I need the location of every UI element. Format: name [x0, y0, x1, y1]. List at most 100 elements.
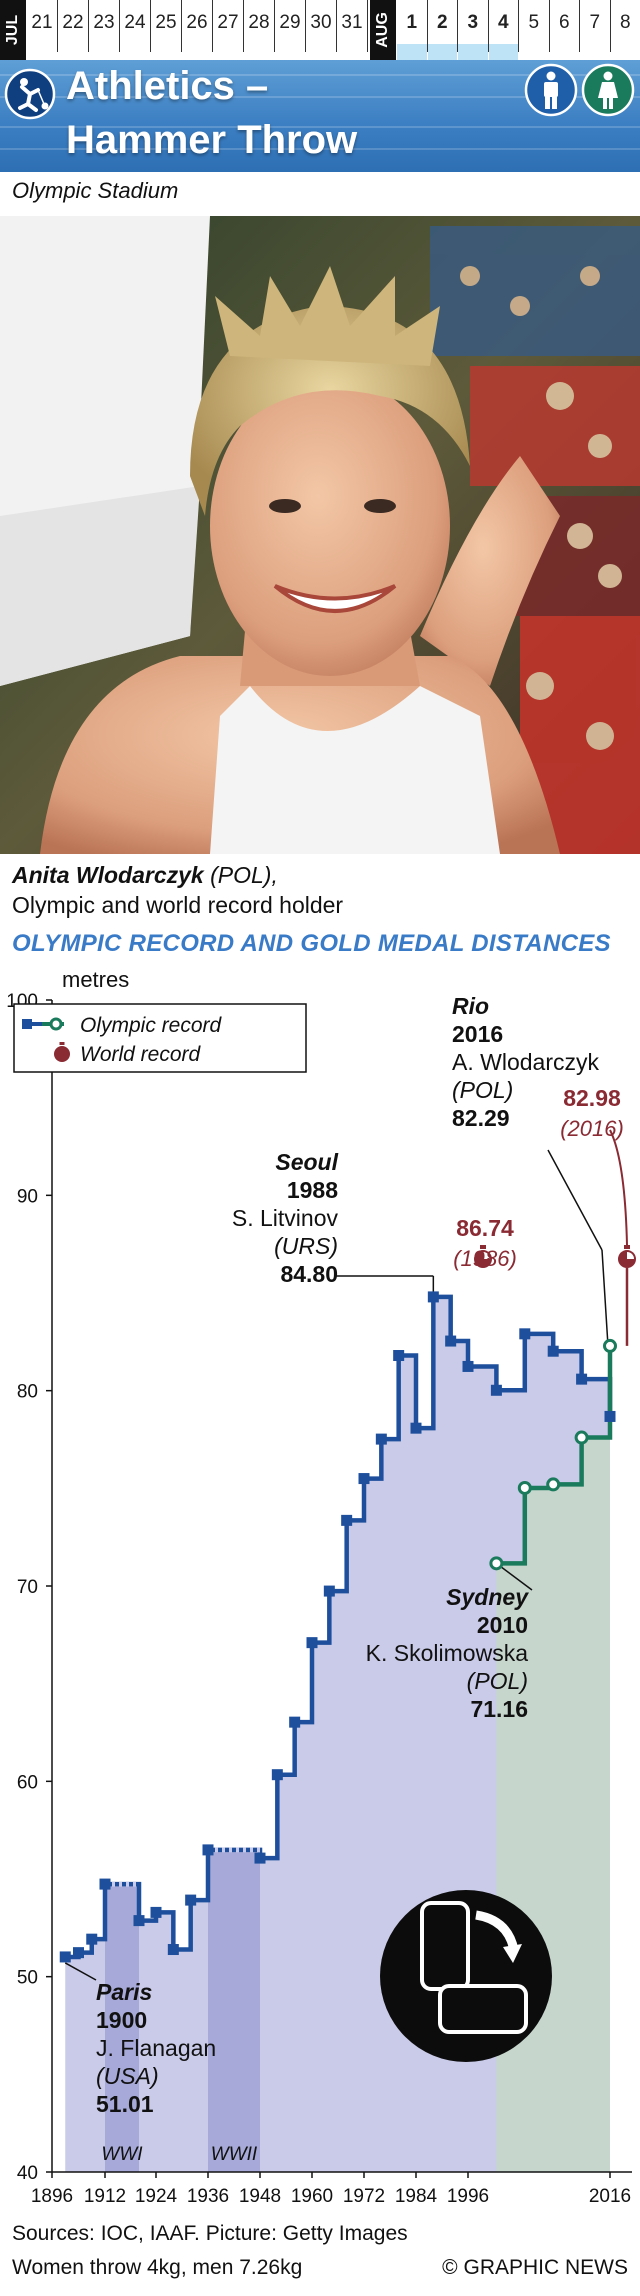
men-record-point [86, 1933, 98, 1945]
month-jul-label: JUL [4, 14, 21, 46]
page-title-line2: Hammer Throw [66, 118, 358, 162]
war-band-wwii [208, 1849, 260, 2172]
y-tick-label: 60 [17, 1772, 38, 1793]
men-record-point [341, 1514, 353, 1526]
war-band-wwi [105, 1884, 139, 2172]
sources-text: Sources: IOC, IAAF. Picture: Getty Image… [12, 2222, 408, 2245]
men-record-point [150, 1906, 162, 1918]
paris-leader [64, 1962, 97, 1981]
y-axis-unit-label: metres [62, 967, 129, 992]
photo-caption-name: Anita Wlodarczyk (POL), [12, 862, 278, 889]
date-day-jul-26: 26 [182, 0, 213, 52]
weights-note: Women throw 4kg, men 7.26kg [12, 2256, 303, 2279]
copyright-credit: © GRAPHIC NEWS [442, 2256, 628, 2279]
date-day-jul-24: 24 [120, 0, 151, 52]
page-title-line1: Athletics – [66, 64, 269, 108]
photo-caption-description: Olympic and world record holder [12, 892, 344, 918]
y-tick-label: 80 [17, 1382, 38, 1403]
page-header: Athletics – Hammer Throw [0, 60, 640, 172]
annotation-paris-line-4: 51.01 [96, 2091, 154, 2117]
date-day-jul-23: 23 [89, 0, 120, 52]
women-record-point [546, 1477, 561, 1492]
date-day-aug-3: 3 [458, 0, 489, 52]
date-day-aug-1: 1 [397, 0, 428, 52]
x-tick-label: 1972 [343, 2186, 385, 2207]
wr-2016-year: (2016) [560, 1116, 624, 1141]
women-record-point [603, 1338, 617, 1353]
men-record-point [73, 1947, 84, 1959]
world-record-marker-2016 [618, 1245, 636, 1269]
men-record-point [99, 1878, 111, 1890]
annotation-sydney-line-4: 71.16 [470, 1696, 528, 1722]
men-record-point [167, 1944, 179, 1956]
legend-label-olympic: Olympic record [80, 1014, 223, 1037]
date-day-aug-2: 2 [428, 0, 458, 52]
legend-label-world: World record [80, 1043, 202, 1066]
annotation-rio-line-2: A. Wlodarczyk [452, 1049, 599, 1075]
sydney-leader [495, 1562, 533, 1591]
men-record-point [393, 1350, 405, 1362]
event-day-highlight [397, 44, 427, 60]
x-tick-label: 1948 [239, 2186, 281, 2207]
annotation-rio-line-3: (POL) [452, 1077, 513, 1103]
war-band-label: WWII [211, 2144, 258, 2165]
rotate-phone-icon [380, 1890, 552, 2062]
date-day-jul-29: 29 [275, 0, 306, 52]
annotation-seoul-line-2: S. Litvinov [232, 1205, 339, 1231]
wr-1986-value: 86.74 [456, 1215, 514, 1241]
y-tick-label: 70 [17, 1577, 38, 1598]
men-record-point [576, 1373, 588, 1385]
annotation-paris-line-1: 1900 [96, 2007, 147, 2033]
stopwatch-crown [480, 1245, 486, 1250]
men-record-point [271, 1769, 283, 1781]
annotation-rio-line-4: 82.29 [452, 1105, 510, 1131]
men-record-point [254, 1852, 266, 1864]
hammer-throw-icon [4, 68, 56, 120]
legend-stopwatch-crown [59, 1042, 65, 1045]
annotation-paris-line-2: J. Flanagan [96, 2035, 216, 2061]
date-day-jul-30: 30 [306, 0, 337, 52]
men-record-point [59, 1951, 71, 1963]
date-day-aug-8: 8 [611, 0, 640, 52]
date-day-jul-21: 21 [27, 0, 58, 52]
men-record-point [490, 1384, 502, 1396]
x-tick-label: 1924 [135, 2186, 178, 2207]
men-record-point [323, 1585, 335, 1597]
athlete-name: Anita Wlodarczyk [12, 862, 204, 888]
women-record-point [489, 1556, 504, 1571]
world-record-marker-1986 [474, 1245, 492, 1269]
women-record-point [517, 1480, 532, 1495]
men-record-point [185, 1894, 197, 1906]
men-record-point [358, 1473, 370, 1485]
date-day-jul-28: 28 [244, 0, 275, 52]
date-day-aug-7: 7 [580, 0, 611, 52]
wr-1986-year: (1986) [453, 1246, 517, 1271]
wr-2016-value: 82.98 [563, 1085, 621, 1111]
wr-label-leader [609, 1129, 628, 1246]
annotation-paris-line-3: (USA) [96, 2063, 159, 2089]
rotate-arrow [475, 1910, 519, 1952]
men-record-point [375, 1433, 387, 1445]
event-day-highlight [488, 44, 518, 60]
month-aug-label: AUG [374, 12, 391, 48]
men-record-point [547, 1345, 559, 1357]
annotation-rio-line-0: Rio [452, 993, 489, 1019]
men-record-point [427, 1291, 439, 1303]
y-tick-label: 40 [17, 2163, 38, 2184]
stopwatch-crown [624, 1245, 630, 1250]
legend-women-marker [49, 1017, 63, 1031]
annotation-rio-line-1: 2016 [452, 1021, 503, 1047]
men-record-point [133, 1915, 145, 1927]
annotation-seoul-line-3: (URS) [274, 1233, 338, 1259]
men-record-point [519, 1328, 531, 1340]
athlete-country: (POL), [210, 862, 278, 888]
x-tick-label: 1912 [84, 2186, 126, 2207]
female-icon [581, 63, 635, 117]
x-tick-label: 1960 [291, 2186, 333, 2207]
date-day-jul-22: 22 [58, 0, 89, 52]
month-tab-jul: JUL [0, 0, 26, 60]
y-tick-label: 90 [17, 1186, 38, 1207]
men-record-point [445, 1335, 457, 1347]
